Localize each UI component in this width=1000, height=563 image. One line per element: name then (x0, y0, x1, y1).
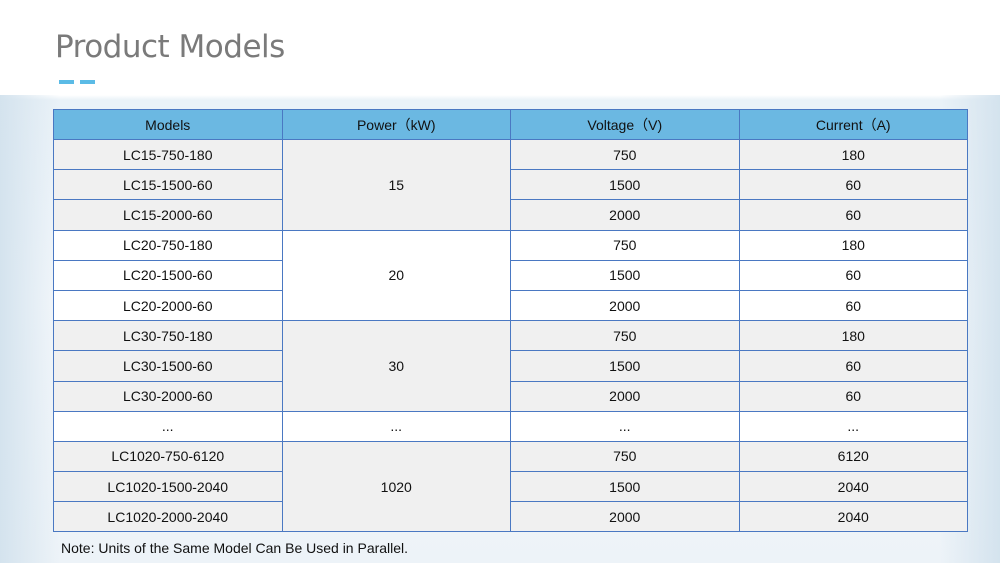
table-row: LC15-1500-60 1500 60 (53, 169, 968, 201)
power-cell: 1020 (281, 440, 511, 533)
current-cell: 60 (738, 380, 968, 412)
power-cell: 20 (281, 229, 511, 322)
current-cell: ... (738, 410, 968, 442)
current-cell: 60 (738, 169, 968, 201)
model-cell: LC20-1500-60 (53, 259, 283, 291)
header-current: Current（A) (738, 109, 968, 140)
background-left (0, 95, 60, 563)
voltage-cell: 1500 (510, 169, 740, 201)
title-accent-dash (59, 80, 74, 84)
power-cell: 30 (281, 320, 511, 412)
model-cell: LC30-750-180 (53, 320, 283, 352)
table-header-row: Models Power（kW) Voltage（V) Current（A) (53, 109, 968, 140)
page-title: Product Models (55, 29, 285, 65)
model-cell: LC20-2000-60 (53, 289, 283, 322)
voltage-cell: 750 (510, 440, 740, 473)
note-text: Note: Units of the Same Model Can Be Use… (61, 540, 409, 556)
voltage-cell: 2000 (510, 199, 740, 231)
model-cell: LC20-750-180 (53, 229, 283, 261)
table-row: LC1020-2000-2040 2000 2040 (53, 501, 968, 533)
table-row: LC15-2000-60 2000 60 (53, 199, 968, 231)
current-cell: 6120 (738, 440, 968, 473)
model-cell: LC15-1500-60 (53, 169, 283, 201)
voltage-cell: 750 (510, 320, 740, 352)
voltage-cell: 2000 (510, 380, 740, 412)
table-row: LC30-750-180 30 750 180 (53, 320, 968, 412)
power-cell: ... (281, 410, 511, 442)
table-row: LC1020-750-6120 1020 750 6120 (53, 440, 968, 533)
power-cell: 15 (281, 139, 511, 231)
table-row: ............ (53, 410, 968, 442)
current-cell: 180 (738, 229, 968, 261)
model-cell: LC1020-1500-2040 (53, 471, 283, 503)
model-cell: LC30-1500-60 (53, 350, 283, 382)
voltage-cell: ... (510, 410, 740, 442)
current-cell: 180 (738, 320, 968, 352)
table-row: LC30-2000-60 2000 60 (53, 380, 968, 412)
current-cell: 180 (738, 138, 968, 171)
model-cell: ... (53, 410, 283, 442)
table-row: LC30-1500-60 1500 60 (53, 350, 968, 382)
header-voltage: Voltage（V) (510, 109, 740, 140)
product-models-table: Models Power（kW) Voltage（V) Current（A) L… (53, 109, 968, 533)
current-cell: 2040 (738, 471, 968, 503)
voltage-cell: 2000 (510, 289, 740, 322)
current-cell: 2040 (738, 501, 968, 533)
voltage-cell: 750 (510, 138, 740, 171)
model-cell: LC15-2000-60 (53, 199, 283, 231)
current-cell: 60 (738, 199, 968, 231)
voltage-cell: 1500 (510, 259, 740, 291)
current-cell: 60 (738, 259, 968, 291)
voltage-cell: 750 (510, 229, 740, 261)
title-accent-dash (80, 80, 95, 84)
model-cell: LC1020-2000-2040 (53, 501, 283, 533)
table-row: LC1020-1500-2040 1500 2040 (53, 471, 968, 503)
current-cell: 60 (738, 350, 968, 382)
table-row: LC15-750-180 15 750 180 (53, 138, 968, 231)
table-row: LC20-750-180 20 750 180 (53, 229, 968, 322)
voltage-cell: 1500 (510, 471, 740, 503)
model-cell: LC1020-750-6120 (53, 440, 283, 473)
current-cell: 60 (738, 289, 968, 322)
voltage-cell: 2000 (510, 501, 740, 533)
model-cell: LC30-2000-60 (53, 380, 283, 412)
voltage-cell: 1500 (510, 350, 740, 382)
model-cell: LC15-750-180 (53, 138, 283, 171)
table-row: LC20-2000-60 2000 60 (53, 289, 968, 322)
table-row: LC20-1500-60 1500 60 (53, 259, 968, 291)
header-models: Models (53, 109, 283, 140)
header-power: Power（kW) (281, 109, 511, 140)
